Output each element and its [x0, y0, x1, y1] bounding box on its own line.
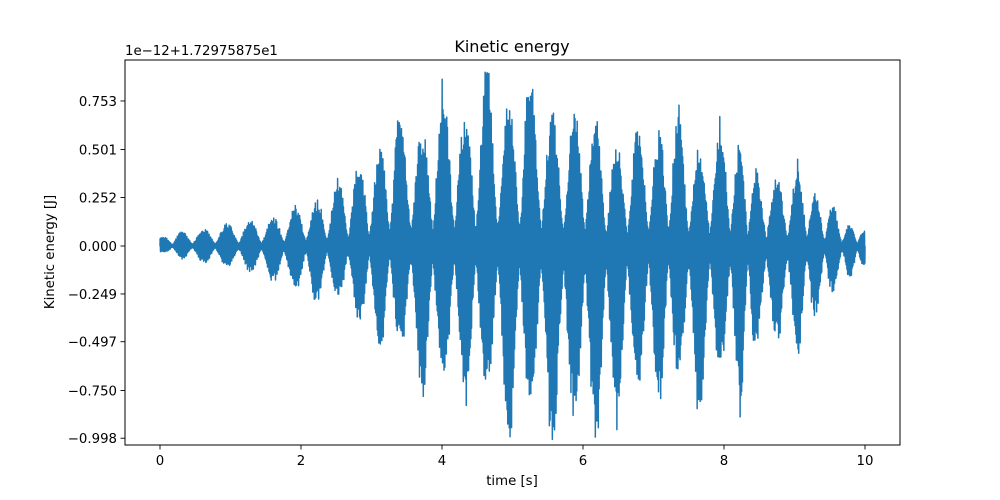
y-axis-label: Kinetic energy [J] [43, 195, 58, 309]
y-axis-ticks: 0.753 0.501 0.252 0.000 −0.249 −0.497 −0.750 −0… [68, 95, 125, 447]
axes-frame [124, 59, 901, 446]
x-tick-label: 2 [297, 454, 305, 469]
x-tick-label: 4 [438, 454, 446, 469]
plot-area [159, 71, 866, 441]
x-axis-label: time [s] [486, 474, 538, 489]
x-tick-label: 0 [156, 454, 164, 469]
y-tick-label: −0.497 [68, 336, 117, 351]
y-tick-label: −0.750 [68, 384, 117, 399]
kinetic-energy-line [159, 71, 866, 441]
y-tick-label: 0.501 [79, 143, 117, 158]
x-tick-label: 6 [579, 454, 587, 469]
y-axis-offset-label: 1e−12+1.72975875e1 [125, 44, 278, 59]
y-tick-label: 0.753 [79, 95, 117, 110]
y-tick-label: 0.252 [79, 191, 117, 206]
y-tick-label: −0.249 [68, 288, 117, 303]
x-tick-label: 8 [720, 454, 728, 469]
y-tick-label: 0.000 [79, 240, 117, 255]
y-tick-label: −0.998 [68, 432, 117, 447]
x-axis-ticks: 0 2 4 6 8 10 [156, 445, 874, 469]
chart-title: Kinetic energy [454, 37, 569, 56]
x-tick-label: 10 [857, 454, 874, 469]
